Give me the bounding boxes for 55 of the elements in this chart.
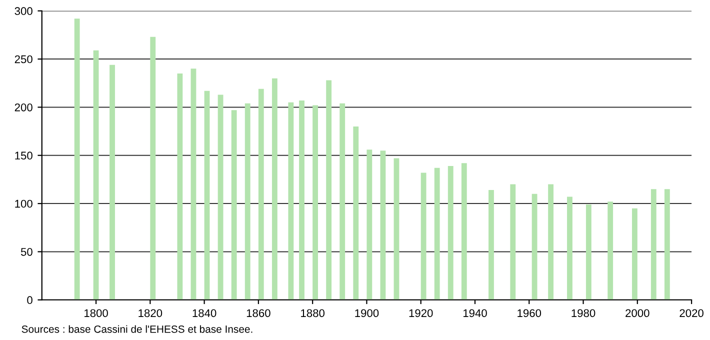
y-tick-label: 300 — [14, 7, 32, 16]
bar — [258, 88, 264, 300]
bar — [218, 94, 224, 300]
bar — [272, 78, 278, 300]
y-tick-label: 0 — [27, 296, 32, 304]
bar — [244, 103, 250, 300]
x-tick-label: 1900 — [355, 309, 379, 318]
x-tick-label: 1800 — [84, 309, 108, 318]
bar — [664, 189, 670, 300]
bar — [326, 80, 332, 300]
bar — [312, 105, 318, 300]
x-tick-label: 1940 — [463, 309, 487, 318]
x-tick-label: 2000 — [626, 309, 650, 318]
y-tick-label: 250 — [14, 55, 32, 64]
bar — [608, 202, 614, 300]
bar — [434, 168, 440, 300]
bar — [448, 166, 454, 300]
y-tick-label: 200 — [14, 103, 32, 112]
y-tick-label: 150 — [15, 152, 32, 160]
bar — [353, 126, 359, 300]
bar — [340, 103, 346, 300]
x-tick-label: 1820 — [138, 309, 162, 318]
bar — [177, 73, 183, 300]
x-tick-label: 1920 — [409, 309, 433, 318]
bar — [204, 90, 210, 300]
x-tick-label: 1880 — [301, 309, 325, 318]
bar — [510, 184, 516, 300]
x-tick-label: 1840 — [192, 309, 216, 318]
bar — [110, 64, 115, 300]
x-tick-label: 1960 — [518, 309, 542, 318]
bar — [548, 184, 554, 300]
bar — [190, 68, 196, 300]
bar — [461, 163, 467, 300]
bar — [74, 18, 80, 300]
bar — [231, 110, 237, 300]
bar — [532, 194, 538, 300]
bar — [488, 190, 494, 300]
x-tick-label: 2020 — [680, 309, 704, 318]
bar — [586, 204, 592, 300]
bar — [650, 189, 656, 300]
y-tick-label: 50 — [20, 248, 32, 256]
bar — [632, 208, 638, 300]
bar — [299, 100, 304, 300]
source-note: Sources : base Cassini de l'EHESS et base Insee. — [22, 325, 252, 333]
x-tick-label: 1860 — [246, 309, 270, 318]
bar — [380, 150, 386, 300]
bar — [394, 158, 400, 300]
y-tick-label: 100 — [15, 200, 32, 208]
bar — [93, 50, 99, 300]
bar — [366, 150, 372, 300]
bar — [150, 36, 156, 300]
bar — [288, 102, 294, 300]
x-tick-label: 1980 — [572, 309, 596, 318]
bar — [567, 196, 572, 300]
bar — [420, 172, 426, 300]
